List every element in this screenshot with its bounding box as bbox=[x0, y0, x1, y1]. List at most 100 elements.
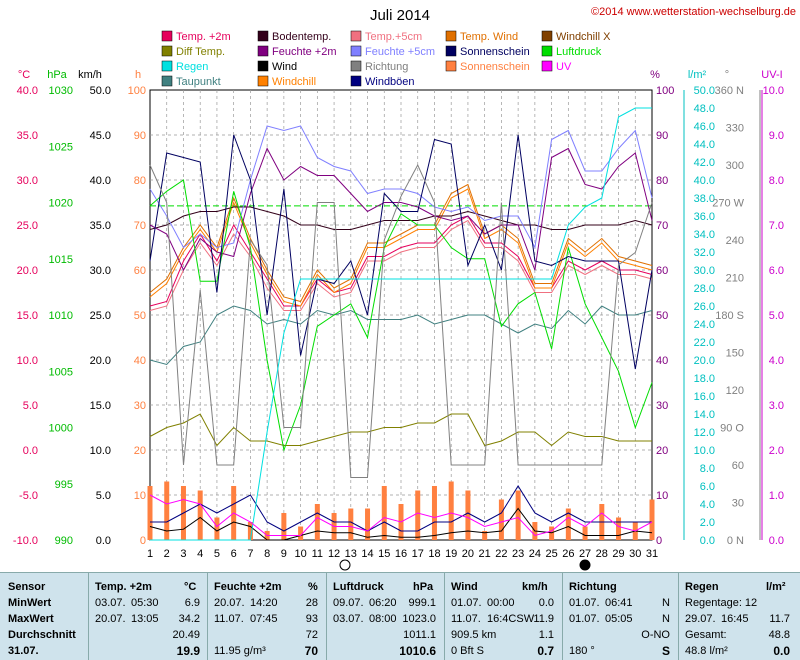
x-tick-label: 7 bbox=[247, 548, 253, 560]
humidity-max-date: 11.07. bbox=[214, 613, 244, 625]
tick-label: 5.0 bbox=[769, 310, 784, 322]
temp-max-value: 34.2 bbox=[178, 613, 200, 625]
legend-label: Richtung bbox=[365, 61, 408, 73]
tick-label: 0 N bbox=[727, 535, 744, 547]
tick-label: 3.0 bbox=[769, 400, 784, 412]
tick-label: 0.0 bbox=[769, 535, 784, 547]
x-tick-label: 24 bbox=[529, 548, 541, 560]
wind-avg-value: 1.1 bbox=[538, 629, 554, 641]
series-line bbox=[149, 125, 653, 250]
temp-max-time: 13:05 bbox=[131, 613, 159, 625]
tick-label: 15.0 bbox=[90, 400, 111, 412]
pressure-max-date: 03.07. bbox=[333, 613, 364, 625]
direction-min-time: 06:41 bbox=[605, 597, 633, 609]
legend-swatch bbox=[350, 75, 362, 87]
tick-label: 50.0 bbox=[90, 85, 111, 97]
legend-swatch bbox=[161, 30, 173, 42]
sunshine-bar bbox=[365, 508, 371, 540]
tick-label: 48.0 bbox=[694, 103, 715, 115]
avg-label: Durchschnitt bbox=[8, 629, 76, 641]
legend-label: Windchill X bbox=[556, 31, 611, 43]
humidity-min-value: 28 bbox=[305, 597, 318, 609]
max-label: MaxWert bbox=[8, 613, 54, 625]
stats-divider bbox=[88, 573, 89, 660]
direction-min-date: 01.07. bbox=[569, 597, 600, 609]
humidity-avg-value: 72 bbox=[305, 629, 318, 641]
tick-label: 36.0 bbox=[694, 211, 715, 223]
x-tick-label: 17 bbox=[412, 548, 424, 560]
tick-label: 40 bbox=[656, 355, 668, 367]
axis-header-hpa: hPa bbox=[47, 69, 67, 81]
x-tick-label: 22 bbox=[495, 548, 507, 560]
x-tick-label: 3 bbox=[180, 548, 186, 560]
direction-min-value: N bbox=[662, 597, 670, 609]
axis-header-h: h bbox=[135, 69, 141, 81]
sensor-title: Sensor bbox=[8, 581, 46, 593]
sunshine-bar bbox=[649, 499, 655, 540]
tick-label: 26.0 bbox=[694, 301, 715, 313]
tick-label: 10.0 bbox=[694, 445, 715, 457]
x-tick-label: 13 bbox=[345, 548, 357, 560]
series-line bbox=[149, 494, 653, 537]
direction-max-date: 01.07. bbox=[569, 613, 600, 625]
wind-current-value: 0.7 bbox=[537, 644, 554, 658]
legend-swatch bbox=[161, 60, 173, 72]
current-date: 31.07. bbox=[8, 645, 39, 657]
tick-label: 8.0 bbox=[769, 175, 784, 187]
pressure-unit: hPa bbox=[413, 581, 434, 593]
legend-swatch bbox=[257, 75, 269, 87]
wind-beaufort: 0 Bft S bbox=[451, 645, 485, 657]
x-tick-label: 28 bbox=[596, 548, 608, 560]
pressure-min-date: 09.07. bbox=[333, 597, 364, 609]
x-tick-label: 21 bbox=[479, 548, 491, 560]
rain-title: Regen bbox=[685, 581, 719, 593]
sunshine-bar bbox=[214, 517, 220, 540]
tick-label: 20 bbox=[134, 445, 146, 457]
direction-title: Richtung bbox=[569, 581, 617, 593]
pressure-max-value: 1023.0 bbox=[402, 613, 436, 625]
humidity-unit: % bbox=[308, 581, 318, 593]
x-tick-label: 20 bbox=[462, 548, 474, 560]
tick-label: -5.0 bbox=[19, 490, 38, 502]
temp-max-date: 20.07. bbox=[95, 613, 126, 625]
wind-unit: km/h bbox=[522, 581, 548, 593]
pressure-current-value: 1010.6 bbox=[399, 644, 436, 658]
series-line bbox=[149, 179, 653, 452]
wind-min-value: 0.0 bbox=[538, 597, 554, 609]
tick-label: 270 W bbox=[712, 198, 744, 210]
rain-unit: l/m² bbox=[766, 581, 786, 593]
tick-label: 1.0 bbox=[769, 490, 784, 502]
tick-label: 10.0 bbox=[90, 445, 111, 457]
axis-header-deg: ° bbox=[725, 69, 729, 81]
legend-label: Bodentemp. bbox=[272, 31, 331, 43]
copyright-text: ©2014 www.wetterstation-wechselburg.de bbox=[591, 6, 796, 18]
tick-label: 22.0 bbox=[694, 337, 715, 349]
legend-swatch bbox=[445, 45, 457, 57]
x-tick-label: 8 bbox=[264, 548, 270, 560]
tick-label: 10.0 bbox=[17, 355, 38, 367]
tick-label: 35.0 bbox=[90, 220, 111, 232]
min-label: MinWert bbox=[8, 597, 52, 609]
pressure-title: Luftdruck bbox=[333, 581, 384, 593]
tick-label: 9.0 bbox=[769, 130, 784, 142]
legend-swatch bbox=[161, 45, 173, 57]
full-moon-icon bbox=[339, 559, 351, 571]
legend-swatch bbox=[541, 60, 553, 72]
legend-label: Windchill bbox=[272, 76, 316, 88]
x-tick-label: 29 bbox=[612, 548, 624, 560]
axis-ticks: 40.0 35.0 30.0 25.0 20.0 15.0 10.0 5.0 0.0 -5.0 -1… bbox=[13, 85, 784, 547]
chart-legend: Temp. +2m Bodentemp. Temp.+5cm Temp. Wind Wi… bbox=[161, 30, 611, 88]
humidity-title: Feuchte +2m bbox=[214, 581, 282, 593]
tick-label: 44.0 bbox=[694, 139, 715, 151]
legend-swatch bbox=[257, 45, 269, 57]
legend-label: Wind bbox=[272, 61, 297, 73]
temp-min-date: 03.07. bbox=[95, 597, 126, 609]
legend-label: Diff Temp. bbox=[176, 46, 225, 58]
tick-label: 18.0 bbox=[694, 373, 715, 385]
tick-label: 1005 bbox=[49, 366, 73, 378]
tick-label: 28.0 bbox=[694, 283, 715, 295]
tick-label: 30.0 bbox=[90, 265, 111, 277]
tick-label: 6.0 bbox=[700, 481, 715, 493]
legend-label: Taupunkt bbox=[176, 76, 221, 88]
rain-max-value: 11.7 bbox=[769, 613, 790, 625]
